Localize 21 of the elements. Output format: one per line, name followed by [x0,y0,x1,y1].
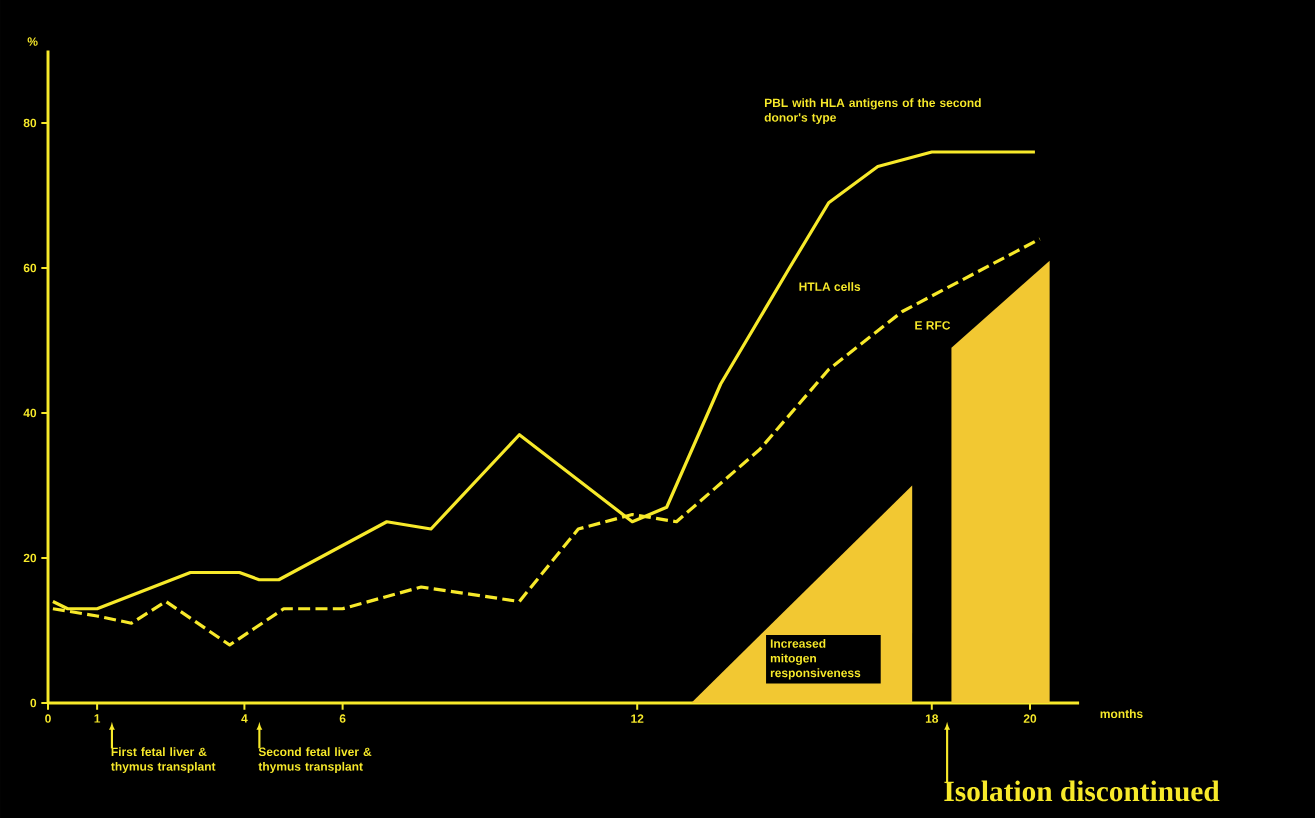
x-tick-label: 6 [339,714,346,723]
y-tick-label: 80 [23,118,37,128]
x-tick-label: 12 [631,714,644,723]
x-tick-label: 18 [925,714,939,723]
y-tick-label: 0 [30,698,37,708]
annotation: Increased mitogen responsiveness [770,639,861,680]
series-label: E RFC [915,321,951,330]
x-axis-title: months [1100,709,1143,719]
series-label: HTLA cells [799,282,861,291]
y-tick-label: 20 [23,553,37,563]
x-tick-label: 20 [1023,714,1037,723]
x-tick-label: 1 [94,714,101,723]
annotation: PBL with HLA antigens of the second donor's type [764,98,981,125]
y-tick-label: 60 [23,263,37,273]
x-tick-label: 4 [241,714,248,723]
y-axis-title: % [27,37,38,46]
y-tick-label: 40 [23,408,37,418]
x-tick-label: 0 [45,714,51,723]
text: Isolation discontinued [944,780,1220,802]
text: Second fetal liver & thymus transplant [258,747,372,774]
text: First fetal liver & thymus transplant [111,747,216,774]
